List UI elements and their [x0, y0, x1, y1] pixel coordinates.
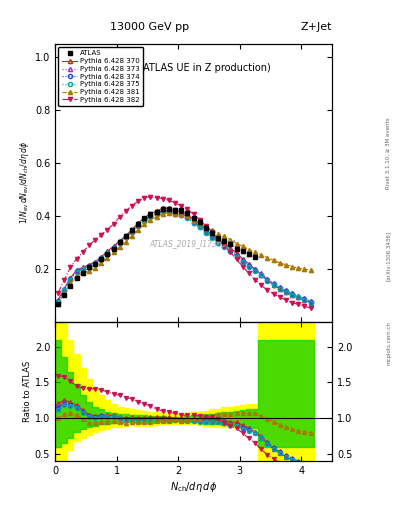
- Text: Rivet 3.1.10, ≥ 3M events: Rivet 3.1.10, ≥ 3M events: [386, 118, 391, 189]
- Y-axis label: Ratio to ATLAS: Ratio to ATLAS: [23, 360, 32, 422]
- Legend: ATLAS, Pythia 6.428 370, Pythia 6.428 373, Pythia 6.428 374, Pythia 6.428 375, P: ATLAS, Pythia 6.428 370, Pythia 6.428 37…: [59, 47, 143, 106]
- Text: [arXiv:1306.3436]: [arXiv:1306.3436]: [386, 231, 391, 281]
- Text: Nch (ATLAS UE in Z production): Nch (ATLAS UE in Z production): [117, 63, 270, 73]
- Text: Z+Jet: Z+Jet: [301, 22, 332, 32]
- Text: ATLAS_2019_I1736531: ATLAS_2019_I1736531: [150, 239, 237, 248]
- Text: 13000 GeV pp: 13000 GeV pp: [110, 22, 189, 32]
- Text: mcplots.cern.ch: mcplots.cern.ch: [386, 321, 391, 365]
- Y-axis label: $1/N_\mathrm{ev}\,dN_\mathrm{ev}/dN_\mathrm{ch}/d\eta\,d\phi$: $1/N_\mathrm{ev}\,dN_\mathrm{ev}/dN_\mat…: [18, 141, 31, 224]
- X-axis label: $N_\mathrm{ch}/d\eta\,d\phi$: $N_\mathrm{ch}/d\eta\,d\phi$: [170, 480, 217, 494]
